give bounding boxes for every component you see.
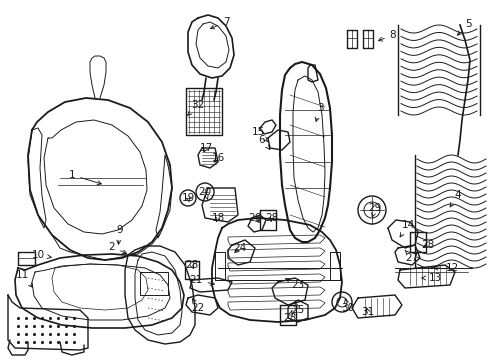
Text: 28: 28 bbox=[265, 213, 278, 223]
Text: 3: 3 bbox=[315, 103, 323, 121]
Text: 13: 13 bbox=[421, 273, 441, 283]
Text: 11: 11 bbox=[15, 270, 33, 287]
Text: 26: 26 bbox=[248, 213, 261, 223]
Text: 20: 20 bbox=[198, 187, 211, 200]
Text: 28: 28 bbox=[421, 240, 434, 250]
Text: 15: 15 bbox=[251, 127, 267, 142]
Text: 7: 7 bbox=[210, 17, 229, 29]
Text: 8: 8 bbox=[378, 30, 395, 41]
Text: 17: 17 bbox=[199, 143, 212, 153]
Text: 28: 28 bbox=[283, 310, 296, 323]
Text: 32: 32 bbox=[187, 100, 204, 115]
Text: 27: 27 bbox=[405, 250, 418, 263]
Text: 4: 4 bbox=[449, 190, 460, 207]
Text: 22: 22 bbox=[191, 299, 204, 313]
Text: 24: 24 bbox=[233, 243, 246, 253]
Text: 2: 2 bbox=[108, 242, 126, 254]
Text: 9: 9 bbox=[117, 225, 123, 244]
Text: 31: 31 bbox=[361, 307, 374, 317]
Text: 14: 14 bbox=[399, 220, 414, 237]
Text: 10: 10 bbox=[31, 250, 51, 260]
Text: 1: 1 bbox=[68, 170, 101, 185]
Text: 19: 19 bbox=[181, 193, 194, 203]
Text: 28: 28 bbox=[185, 260, 198, 270]
Text: 23: 23 bbox=[285, 278, 304, 290]
Text: 6: 6 bbox=[258, 135, 269, 149]
Text: 5: 5 bbox=[457, 19, 470, 35]
Text: 16: 16 bbox=[211, 153, 224, 163]
Text: 21: 21 bbox=[189, 275, 214, 285]
Text: 25: 25 bbox=[291, 302, 304, 315]
Text: 12: 12 bbox=[433, 263, 458, 273]
Text: 18: 18 bbox=[211, 213, 224, 223]
Text: 29: 29 bbox=[367, 203, 381, 217]
Text: 30: 30 bbox=[341, 299, 354, 313]
